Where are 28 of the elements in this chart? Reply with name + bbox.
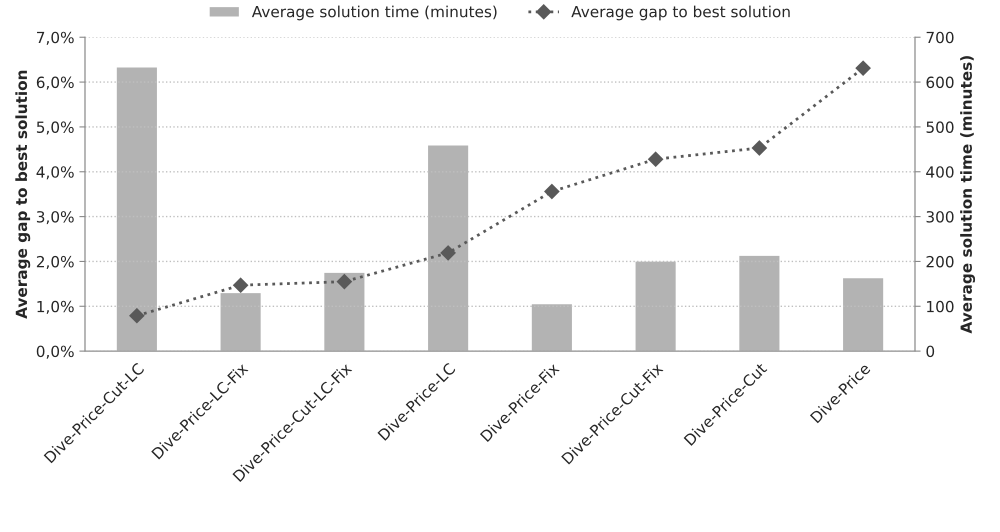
y-axis-title: Average gap to best solution — [15, 70, 30, 319]
y-tick-label: 4,0% — [36, 166, 74, 180]
point — [752, 140, 767, 156]
y-tick-label: 6,0% — [36, 76, 74, 90]
y-tick-label: 7,0% — [37, 32, 74, 45]
y2-tick-label: 0 — [926, 346, 934, 358]
y-tick-label: 1,0% — [37, 300, 74, 314]
y2-tick-label: 200 — [926, 256, 954, 268]
legend-label: Average gap to best solution — [571, 6, 790, 20]
point — [856, 60, 871, 76]
y2-axis-title: Average solution time (minutes) — [960, 56, 976, 334]
y-tick-label: 5,0% — [36, 121, 74, 134]
point — [336, 274, 352, 290]
y-tick-label: 0,0% — [36, 346, 74, 359]
y-tick-label: 2,0% — [36, 256, 74, 270]
y2-tick-label: 100 — [927, 300, 954, 312]
point — [440, 245, 456, 260]
point — [648, 152, 664, 167]
y2-tick-label: 500 — [926, 121, 954, 133]
legend-label: Average solution time (minutes) — [252, 6, 497, 20]
point — [544, 184, 560, 200]
y2-tick-label: 600 — [926, 76, 954, 88]
point — [129, 308, 144, 324]
point — [233, 278, 248, 293]
y-tick-label: 3,0% — [36, 211, 74, 224]
y2-tick-label: 700 — [926, 32, 954, 44]
y2-tick-label: 400 — [926, 166, 954, 178]
y2-tick-label: 300 — [926, 211, 954, 223]
